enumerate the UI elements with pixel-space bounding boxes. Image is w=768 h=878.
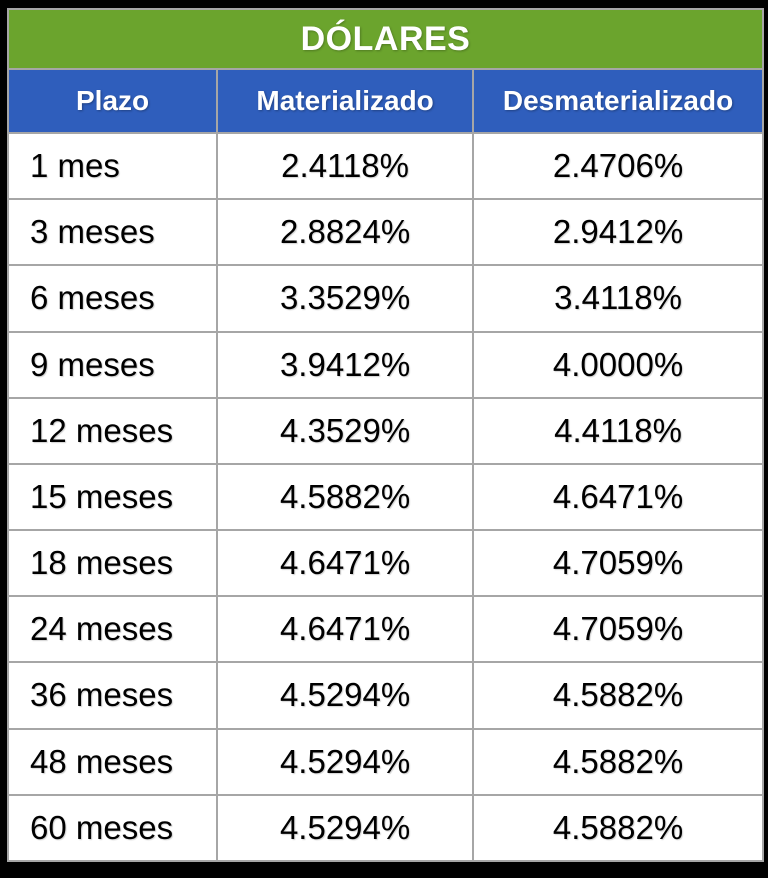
rate-cell: 4.5882% <box>472 727 764 796</box>
plazo-cell: 15 meses <box>6 462 219 532</box>
plazo-cell: 1 mes <box>6 131 219 201</box>
dollar-rates-table: DÓLARES Plazo Materializado Desmateriali… <box>6 8 764 863</box>
rate-cell: 3.4118% <box>472 264 764 333</box>
table-row: 15 meses 4.5882% 4.6471% <box>6 462 764 532</box>
table-row: 48 meses 4.5294% 4.5882% <box>6 727 764 796</box>
table-row: 12 meses 4.3529% 4.4118% <box>6 396 764 465</box>
rate-cell: 4.7059% <box>472 595 764 664</box>
rate-cell: 4.6471% <box>472 462 764 532</box>
table-body: 1 mes 2.4118% 2.4706% 3 meses 2.8824% 2.9412%… <box>6 131 764 863</box>
plazo-cell: 18 meses <box>6 529 219 598</box>
plazo-cell: 24 meses <box>6 595 219 664</box>
rate-cell: 2.8824% <box>216 198 475 267</box>
table-row: 9 meses 3.9412% 4.0000% <box>6 330 764 399</box>
table-row: 36 meses 4.5294% 4.5882% <box>6 661 764 730</box>
plazo-cell: 9 meses <box>6 330 219 399</box>
plazo-cell: 60 meses <box>6 793 219 863</box>
rate-cell: 4.4118% <box>472 396 764 465</box>
rate-cell: 4.7059% <box>472 529 764 598</box>
rates-table-frame: DÓLARES Plazo Materializado Desmateriali… <box>6 8 764 863</box>
rate-cell: 4.5294% <box>216 793 475 863</box>
table-row: 3 meses 2.8824% 2.9412% <box>6 198 764 267</box>
column-header-materializado: Materializado <box>216 68 475 134</box>
rate-cell: 4.6471% <box>216 595 475 664</box>
plazo-cell: 12 meses <box>6 396 219 465</box>
plazo-cell: 3 meses <box>6 198 219 267</box>
rate-cell: 4.5294% <box>216 661 475 730</box>
rate-cell: 4.5294% <box>216 727 475 796</box>
plazo-cell: 6 meses <box>6 264 219 333</box>
table-row: 1 mes 2.4118% 2.4706% <box>6 131 764 201</box>
rate-cell: 4.3529% <box>216 396 475 465</box>
table-row: 6 meses 3.3529% 3.4118% <box>6 264 764 333</box>
rate-cell: 4.5882% <box>216 462 475 532</box>
column-header-plazo: Plazo <box>6 68 219 134</box>
table-header-row: Plazo Materializado Desmaterializado <box>6 68 764 134</box>
table-title: DÓLARES <box>7 8 764 70</box>
plazo-cell: 48 meses <box>6 727 219 796</box>
table-title-row: DÓLARES <box>7 8 764 70</box>
rate-cell: 2.4118% <box>216 131 475 201</box>
rate-cell: 4.0000% <box>472 330 764 399</box>
table-row: 24 meses 4.6471% 4.7059% <box>6 595 764 664</box>
rate-cell: 2.9412% <box>472 198 764 267</box>
rate-cell: 3.3529% <box>216 264 475 333</box>
table-row: 60 meses 4.5294% 4.5882% <box>6 793 764 863</box>
rate-cell: 4.6471% <box>216 529 475 598</box>
rate-cell: 3.9412% <box>216 330 475 399</box>
column-header-desmaterializado: Desmaterializado <box>472 68 764 134</box>
rate-cell: 4.5882% <box>472 661 764 730</box>
table-row: 18 meses 4.6471% 4.7059% <box>6 529 764 598</box>
plazo-cell: 36 meses <box>6 661 219 730</box>
rate-cell: 2.4706% <box>472 131 764 201</box>
rate-cell: 4.5882% <box>472 793 764 863</box>
